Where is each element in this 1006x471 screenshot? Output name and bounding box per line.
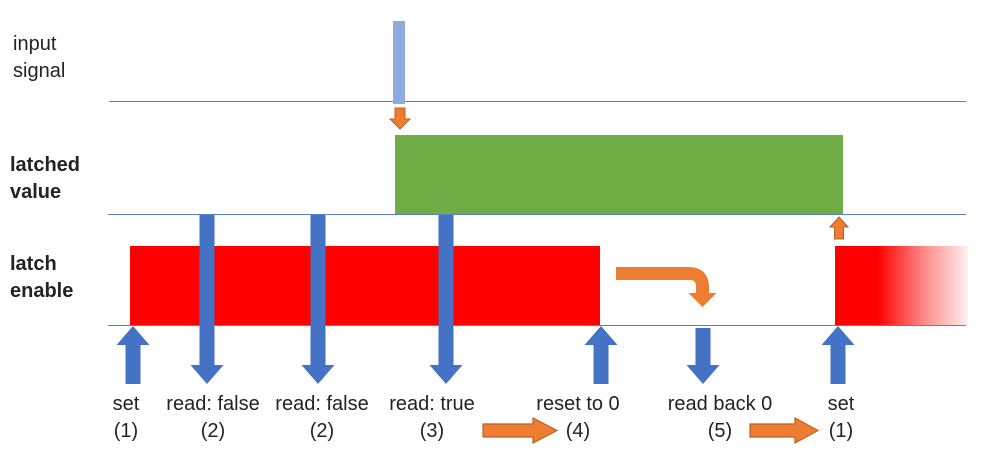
annotation-label: read: false — [275, 393, 369, 415]
annotation-number: (1) — [828, 420, 854, 442]
input-signal-baseline — [109, 101, 966, 102]
reset-elbow-arrowhead-icon — [688, 293, 717, 307]
annotation-read-false-2a: read: false (2) — [166, 391, 259, 445]
reset-elbow-arrow-icon — [616, 267, 709, 294]
annotation-label: read: false — [166, 393, 260, 415]
annotation-number: (4) — [565, 420, 591, 442]
annotation-label: set — [112, 393, 140, 415]
latch-enable-high-bar — [130, 246, 600, 325]
latch-release-up-arrow-icon — [828, 216, 850, 240]
annotation-label: reset to 0 — [536, 393, 620, 415]
input-signal-label: input signal — [13, 33, 66, 82]
annotation-number: (2) — [309, 420, 335, 442]
annotation-number: (2) — [200, 420, 226, 442]
annotation-read-false-2b: read: false (2) — [275, 391, 368, 445]
annotation-reset-4: reset to 0 (4) — [536, 391, 619, 445]
annotation-number: (5) — [707, 420, 733, 442]
latched-value-baseline — [108, 214, 966, 215]
latched-value-label: latched value — [10, 154, 81, 203]
latch-capture-down-arrow-icon — [388, 107, 412, 130]
set-1-up-arrow-icon — [116, 326, 150, 384]
annotation-label: read back 0 — [667, 393, 773, 415]
annotation-label: set — [827, 393, 855, 415]
annotation-number: (1) — [113, 420, 139, 442]
annotation-label: read: true — [389, 393, 475, 415]
latch-enable-baseline — [108, 325, 966, 326]
annotation-read-true-3: read: true (3) — [389, 391, 475, 445]
latched-value-high-bar — [395, 135, 843, 214]
input-signal-pulse — [393, 21, 405, 104]
annotation-number: (3) — [419, 420, 445, 442]
annotation-set-1: set (1) — [113, 391, 140, 445]
annotation-set-1b: set (1) — [828, 391, 855, 445]
set-1b-up-arrow-icon — [821, 326, 855, 384]
read-back-0-down-arrow-icon — [686, 328, 720, 384]
latch-enable-high-bar-fading — [835, 246, 968, 325]
annotation-read-back-5: read back 0 (5) — [668, 391, 773, 445]
reset-4-up-arrow-icon — [584, 326, 618, 384]
latch-enable-label: latch enable — [10, 253, 74, 302]
